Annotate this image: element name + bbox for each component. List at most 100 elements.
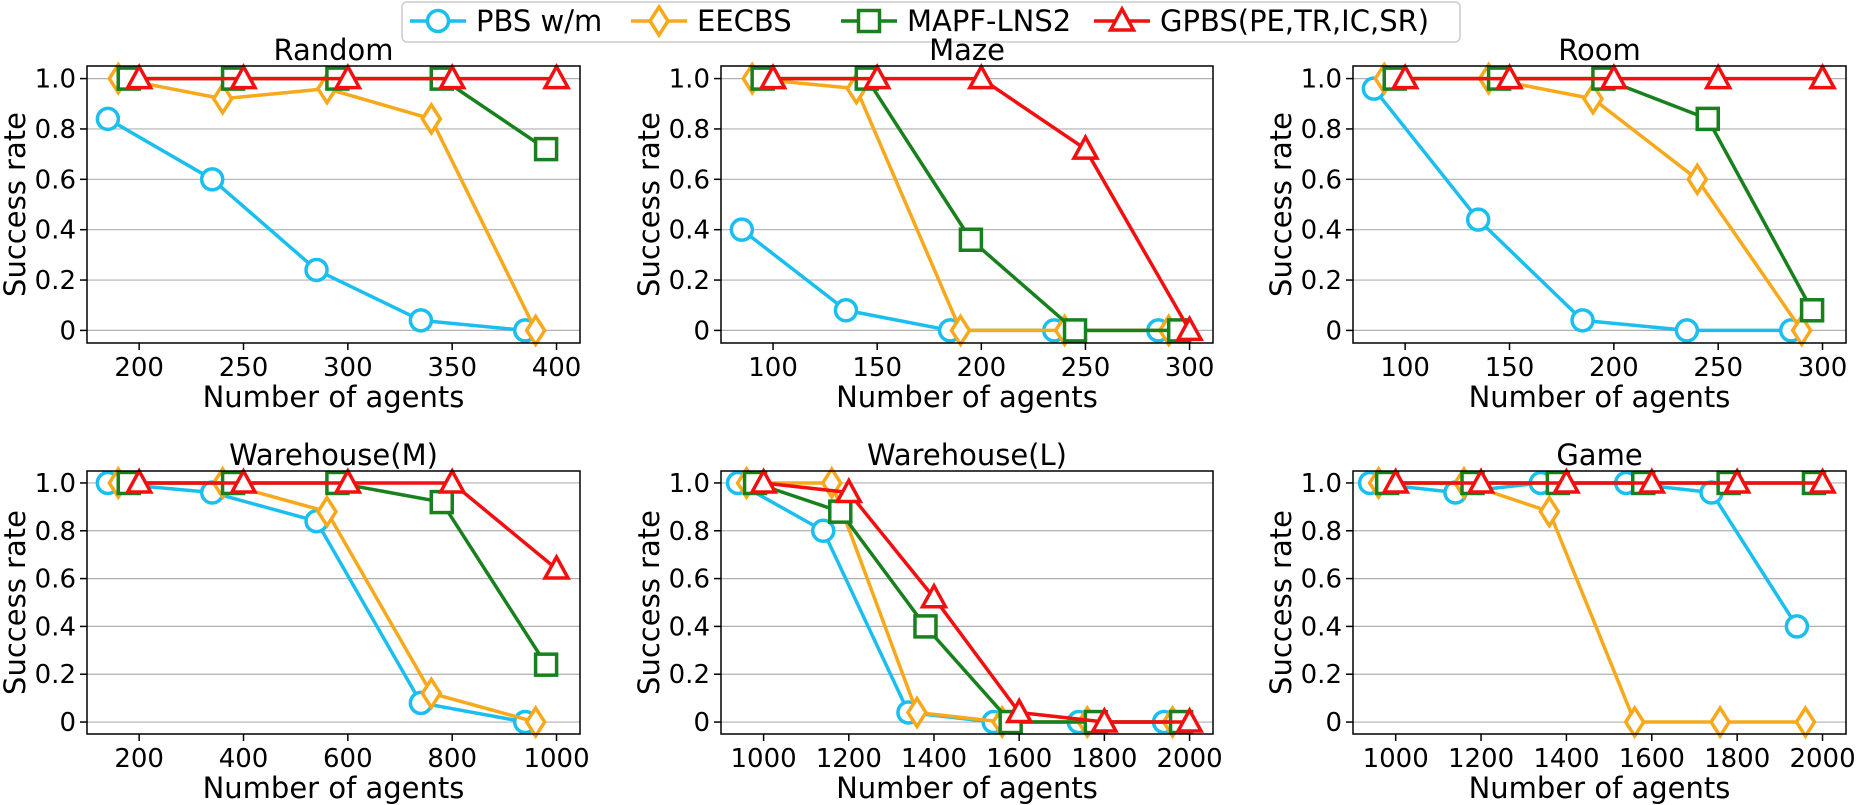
x-tick-label: 300 (323, 353, 373, 383)
y-axis-label: Success rate (0, 510, 32, 695)
data-point (1538, 494, 1561, 529)
data-point (420, 676, 443, 711)
data-point (1599, 62, 1629, 90)
legend-entry-pbs-w-m: PBS w/m (410, 4, 602, 38)
x-tick-label: 200 (1589, 353, 1639, 383)
x-tick-label: 250 (219, 353, 269, 383)
data-point (1799, 298, 1825, 323)
series-line (1384, 76, 1804, 332)
data-point (1695, 106, 1721, 132)
data-point (749, 467, 779, 494)
series-mapf-lns2 (750, 66, 1192, 343)
x-axis-label: Number of agents (1469, 380, 1731, 414)
plot-frame (1352, 470, 1847, 735)
y-tick-label: 0 (693, 316, 710, 346)
panel-random: Random 0 0.2 0.4 0.6 0.8 1.0 200 250 300 350 400 Num… (0, 33, 581, 414)
x-tick-label: 1400 (901, 744, 967, 774)
x-tick-label: 800 (427, 744, 477, 774)
y-tick-label: 0 (59, 316, 76, 346)
y-tick-label: 0 (693, 708, 710, 738)
series-pbs-w-m (95, 106, 538, 343)
data-point (429, 489, 455, 515)
series-line (754, 481, 1182, 724)
data-point (1089, 706, 1119, 733)
series-gpbs-pe-tr-ic-sr (124, 467, 571, 580)
x-tick-label: 2000 (1156, 744, 1222, 774)
y-tick-label: 0 (59, 708, 76, 738)
y-tick-label: 0.8 (35, 517, 76, 547)
x-tick-label: 250 (1061, 353, 1111, 383)
plot-frame (86, 65, 581, 344)
data-point (1581, 81, 1605, 116)
series-pbs-w-m (1361, 76, 1804, 343)
y-tick-label: 0.4 (669, 612, 710, 642)
legend-marker-diamond (647, 3, 671, 39)
series-mapf-lns2 (116, 66, 559, 162)
series-line (746, 481, 1173, 724)
y-tick-label: 0.2 (669, 266, 710, 296)
x-tick-label: 200 (114, 353, 164, 383)
x-tick-label: 250 (1693, 353, 1743, 383)
y-tick-label: 0.6 (669, 165, 710, 195)
data-point (542, 553, 571, 580)
data-point (124, 467, 154, 494)
series-gpbs-pe-tr-ic-sr (1381, 467, 1837, 494)
panel-title: Warehouse(M) (229, 438, 438, 472)
panel-title: Maze (929, 33, 1005, 67)
x-axis-label: Number of agents (203, 771, 465, 805)
data-point (524, 313, 547, 348)
data-point (729, 217, 755, 242)
data-point (833, 298, 859, 323)
y-tick-label: 0.2 (1301, 266, 1342, 296)
y-axis-label: Success rate (0, 112, 32, 297)
data-point (1570, 308, 1595, 333)
legend-label: MAPF-LNS2 (907, 4, 1071, 38)
data-point (542, 62, 571, 90)
y-tick-label: 1.0 (1301, 469, 1342, 499)
panel-warehouse-l: Warehouse(L) 0 0.2 0.4 0.6 0.8 1.0 1000 1200 1400… (632, 438, 1223, 805)
data-point (1686, 162, 1709, 197)
series-line (1369, 481, 1799, 628)
data-point (1495, 62, 1524, 90)
data-point (1623, 704, 1646, 740)
plot-frame (720, 470, 1214, 735)
x-tick-label: 1800 (1071, 744, 1137, 774)
panel-title: Warehouse(L) (867, 438, 1067, 472)
series-eecbs (1367, 465, 1817, 740)
panel-title: Game (1556, 438, 1642, 472)
y-tick-label: 0.8 (1301, 115, 1342, 145)
data-point (1070, 133, 1100, 160)
data-point (810, 518, 836, 544)
series-line (763, 481, 1190, 724)
y-tick-label: 0.4 (669, 216, 710, 246)
data-point (95, 106, 121, 132)
data-point (862, 62, 892, 90)
y-tick-label: 0.8 (669, 517, 710, 547)
legend-entry-gpbs-pe-tr-ic-sr: GPBS(PE,TR,IC,SR) (1094, 4, 1429, 38)
series-eecbs (107, 61, 547, 348)
panel-title: Room (1558, 33, 1641, 67)
data-point (1722, 467, 1752, 494)
y-tick-label: 0.4 (1301, 612, 1342, 642)
data-point (828, 499, 853, 524)
legend-entry-eecbs: EECBS (631, 3, 792, 39)
data-point (333, 62, 363, 90)
x-axis-label: Number of agents (836, 771, 1098, 805)
series-gpbs-pe-tr-ic-sr (1390, 62, 1837, 90)
legend-label: EECBS (697, 4, 792, 38)
data-point (1381, 467, 1411, 494)
y-tick-label: 0.4 (1301, 216, 1342, 246)
data-point (958, 227, 984, 253)
y-tick-label: 0.6 (1301, 565, 1342, 595)
plot-frame (1352, 65, 1847, 344)
legend-label: GPBS(PE,TR,IC,SR) (1160, 4, 1429, 38)
data-point (437, 62, 467, 90)
data-point (420, 101, 443, 137)
data-point (304, 257, 329, 283)
data-point (1175, 706, 1205, 733)
legend-marker-triangle (1107, 5, 1137, 32)
data-point (1709, 704, 1732, 740)
y-tick-label: 0.8 (1301, 517, 1342, 547)
series-pbs-w-m (725, 470, 1177, 735)
x-tick-label: 1200 (1448, 744, 1514, 774)
